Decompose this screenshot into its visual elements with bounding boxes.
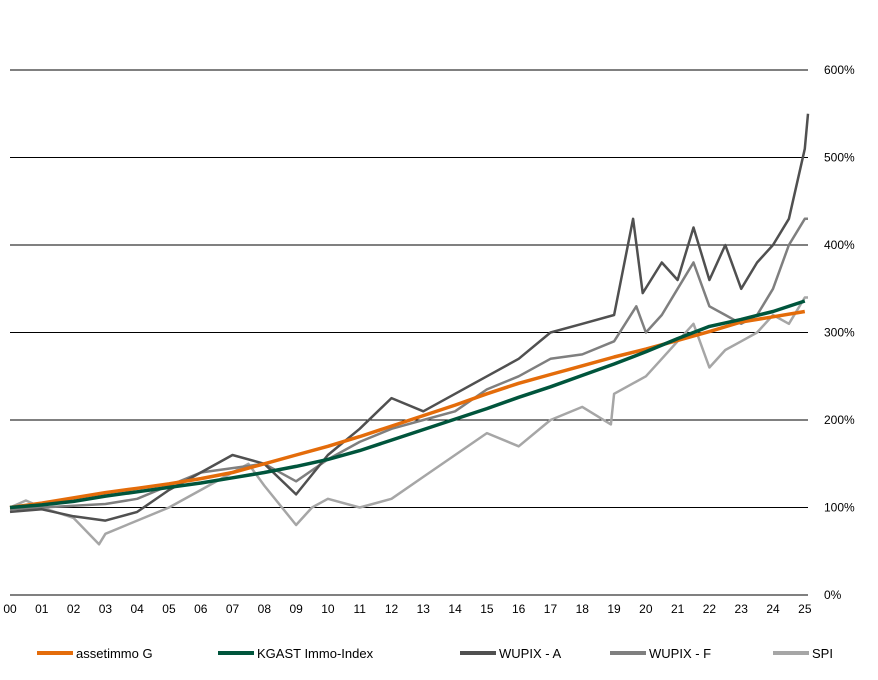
legend-label: WUPIX - A <box>499 645 562 661</box>
x-tick-label: 25 <box>798 602 812 616</box>
gridlines <box>10 69 808 596</box>
legend-swatch <box>460 651 496 655</box>
x-tick-label: 10 <box>321 602 335 616</box>
x-tick-label: 23 <box>735 602 749 616</box>
y-tick-label: 0% <box>824 588 842 602</box>
legend-label: SPI <box>812 645 833 661</box>
x-tick-label: 13 <box>417 602 431 616</box>
x-axis-ticks: 00 01 02 03 04 05 06 07 08 09 10 11 12 13 14 15 16 17 18 19… <box>3 602 811 616</box>
x-tick-label: 21 <box>671 602 685 616</box>
x-tick-label: 07 <box>226 602 240 616</box>
x-tick-label: 00 <box>3 602 17 616</box>
series-lines <box>9 113 810 546</box>
y-tick-label: 600% <box>824 63 855 77</box>
y-tick-label: 400% <box>824 238 855 252</box>
x-tick-label: 02 <box>67 602 81 616</box>
series-line-wupix-f <box>9 217 808 511</box>
legend-item-wupix-a: WUPIX - A <box>460 642 561 664</box>
series-line-wupix-a <box>9 113 810 522</box>
x-tick-label: 17 <box>544 602 558 616</box>
y-tick-label: 500% <box>824 151 855 165</box>
legend: assetimmo G KGAST Immo-Index WUPIX - A W… <box>0 640 878 670</box>
x-tick-label: 15 <box>480 602 494 616</box>
series-line-spi <box>9 296 808 546</box>
x-tick-label: 11 <box>353 602 366 616</box>
y-axis-ticks: 0% 100% 200% 300% 400% 500% 600% <box>824 63 855 602</box>
x-tick-label: 04 <box>130 602 144 616</box>
x-tick-label: 03 <box>99 602 113 616</box>
legend-item-assetimmo-g: assetimmo G <box>37 642 153 664</box>
x-tick-label: 24 <box>766 602 780 616</box>
y-tick-label: 200% <box>824 413 855 427</box>
x-tick-label: 19 <box>607 602 621 616</box>
legend-item-wupix-f: WUPIX - F <box>610 642 711 664</box>
line-chart: 0%100%200%300%400%500%600% 00 01 02 03 04 05 0… <box>3 63 855 616</box>
x-tick-label: 05 <box>162 602 176 616</box>
x-tick-label: 12 <box>385 602 399 616</box>
x-tick-label: 01 <box>35 602 49 616</box>
x-tick-label: 14 <box>448 602 462 616</box>
x-tick-label: 22 <box>703 602 717 616</box>
legend-swatch <box>610 651 646 655</box>
series-line-assetimmo-g <box>9 309 806 510</box>
y-tick-label: 100% <box>824 501 855 515</box>
legend-item-spi: SPI <box>773 642 833 664</box>
series-line-kgast-immo-index <box>9 299 806 510</box>
x-tick-label: 16 <box>512 602 526 616</box>
y-tick-label: 300% <box>824 326 855 340</box>
legend-swatch <box>773 651 809 655</box>
x-tick-label: 08 <box>258 602 272 616</box>
x-tick-label: 20 <box>639 602 653 616</box>
x-tick-label: 09 <box>289 602 303 616</box>
legend-swatch <box>37 651 73 655</box>
legend-label: KGAST Immo-Index <box>257 645 374 661</box>
x-tick-label: 06 <box>194 602 208 616</box>
legend-item-kgast-immo-index: KGAST Immo-Index <box>218 642 373 664</box>
legend-label: assetimmo G <box>76 645 153 661</box>
legend-swatch <box>218 651 254 655</box>
x-tick-label: 18 <box>576 602 590 616</box>
legend-label: WUPIX - F <box>649 645 712 661</box>
